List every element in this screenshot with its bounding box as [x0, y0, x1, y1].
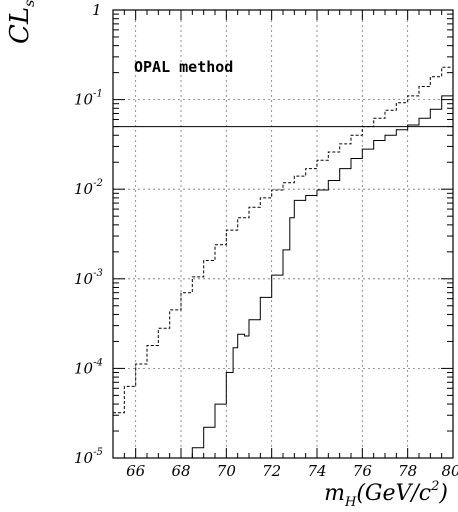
x-tick-label: 78	[398, 462, 417, 480]
y-tick-label: 10-4	[74, 357, 103, 377]
x-tick-label: 76	[353, 462, 373, 480]
y-tick-label: 10-3	[74, 268, 103, 288]
series-layer	[113, 56, 454, 459]
ticks: 66 68 70 72 74 76 78 80 1 10-1 10-2 10-3 10-4 10-5	[74, 1, 458, 480]
annotation-label: OPAL method	[134, 58, 233, 76]
x-tick-label: 70	[217, 462, 237, 480]
x-axis-title-text: mH(GeV/c2)	[324, 479, 448, 510]
x-axis-title: mH(GeV/c2)	[324, 479, 448, 510]
dashed-curve	[113, 56, 454, 414]
grid	[113, 10, 453, 458]
x-tick-label: 74	[307, 462, 326, 480]
y-axis-title-text: CLs	[5, 0, 38, 44]
y-tick-label: 1	[92, 1, 102, 19]
x-tick-label: 72	[262, 462, 281, 480]
x-tick-label: 80	[441, 462, 458, 480]
x-tick-label: 68	[171, 462, 190, 480]
x-tick-label: 66	[126, 462, 146, 480]
solid-curve	[185, 81, 454, 459]
plot-frame	[112, 9, 454, 459]
y-axis-title: CLs	[5, 0, 38, 44]
y-tick-label: 10-5	[74, 447, 103, 467]
y-tick-label: 10-1	[74, 89, 103, 109]
y-tick-label: 10-2	[74, 178, 103, 198]
